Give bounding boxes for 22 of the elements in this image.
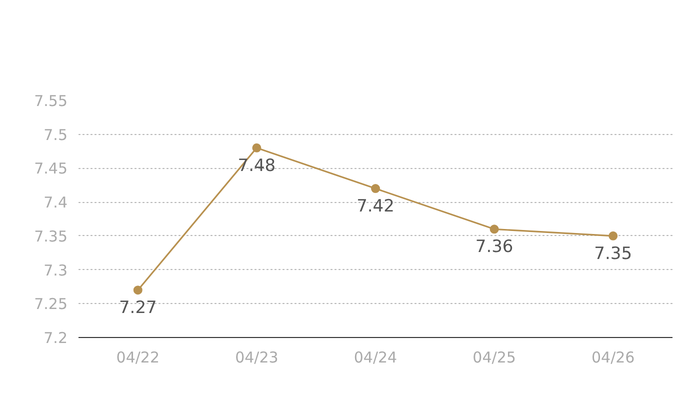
x-tick-label: 04/25: [472, 348, 516, 366]
point: [490, 224, 499, 234]
point: [133, 286, 142, 295]
data-label: 7.27: [118, 298, 157, 318]
x-tick-label: 04/26: [591, 348, 635, 366]
y-tick-label: 7.2: [44, 329, 68, 347]
y-tick-label: 7.35: [34, 227, 68, 246]
point: [371, 184, 380, 194]
point: [252, 143, 262, 152]
y-tick-label: 7.5: [44, 126, 68, 144]
data-label: 7.35: [594, 244, 632, 264]
y-tick-label: 7.55: [34, 92, 68, 110]
y-tick-label: 7.25: [34, 295, 68, 314]
y-tick-label: 7.4: [44, 194, 68, 212]
y-tick-label: 7.45: [34, 160, 68, 178]
x-tick-label: 04/22: [116, 348, 160, 366]
data-label: 7.42: [356, 196, 394, 217]
data-label: 7.36: [475, 237, 514, 258]
x-tick-label: 04/23: [235, 348, 278, 366]
x-tick-label: 04/24: [354, 348, 398, 366]
point: [608, 231, 618, 240]
y-tick-label: 7.3: [44, 261, 68, 280]
